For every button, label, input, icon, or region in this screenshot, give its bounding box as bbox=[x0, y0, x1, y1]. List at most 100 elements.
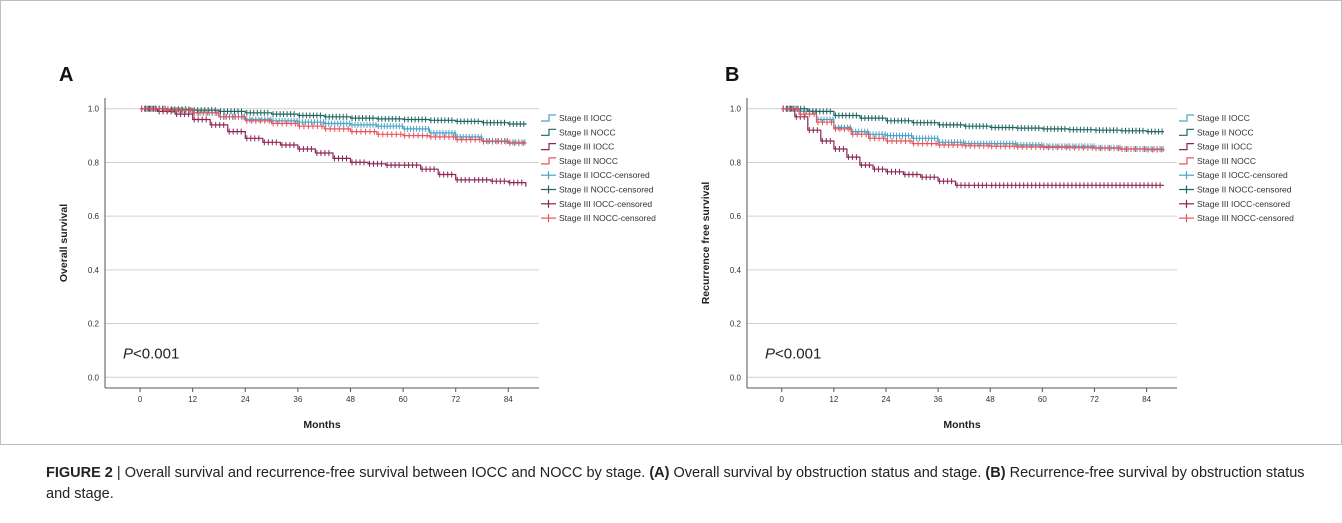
series-line bbox=[140, 108, 527, 125]
caption-text-3: Recurrence-free survival by obstruction … bbox=[46, 465, 1305, 502]
legend-step-symbol bbox=[1179, 114, 1194, 122]
legend-item: Stage II IOCC bbox=[541, 113, 612, 123]
legend-item: Stage II NOCC bbox=[1179, 127, 1254, 137]
x-tick-label: 60 bbox=[1038, 395, 1047, 404]
panel-letter: A bbox=[59, 64, 73, 86]
y-tick-label: 1.0 bbox=[88, 105, 100, 114]
legend-label: Stage III NOCC bbox=[559, 156, 618, 166]
y-tick-label: 0.6 bbox=[730, 212, 742, 221]
y-axis-label: Recurrence free survival bbox=[700, 182, 712, 305]
legend-step-symbol bbox=[1179, 128, 1194, 136]
y-axis-label: Overall survival bbox=[58, 204, 70, 282]
censor-marks bbox=[141, 105, 524, 147]
x-tick-label: 0 bbox=[780, 395, 785, 404]
legend-label: Stage II IOCC-censored bbox=[1197, 170, 1288, 180]
legend-step-symbol bbox=[541, 114, 556, 122]
legend-label: Stage III IOCC-censored bbox=[559, 199, 652, 209]
legend-step-symbol bbox=[541, 143, 556, 151]
legend-label: Stage III NOCC bbox=[1197, 156, 1256, 166]
legend-step-symbol bbox=[541, 128, 556, 136]
p-value-symbol: P bbox=[123, 345, 133, 362]
caption-text-1: Overall survival and recurrence-free sur… bbox=[124, 465, 650, 481]
legend-label: Stage III NOCC-censored bbox=[1197, 213, 1294, 223]
legend-label: Stage II NOCC-censored bbox=[1197, 185, 1292, 195]
legend-item: Stage III NOCC bbox=[1179, 156, 1256, 166]
figure-caption: FIGURE 2 | Overall survival and recurren… bbox=[46, 463, 1316, 505]
x-tick-label: 48 bbox=[986, 395, 995, 404]
y-tick-label: 0.8 bbox=[730, 158, 742, 167]
y-tick-label: 0.0 bbox=[730, 373, 742, 382]
legend-label: Stage III NOCC-censored bbox=[559, 213, 656, 223]
legend-item: Stage II IOCC-censored bbox=[1179, 170, 1288, 180]
legend: Stage II IOCC Stage II NOCC Stage III IOCC… bbox=[541, 113, 656, 223]
figure-frame: A 0.0 0.2 0.4 0.6 0.8 1.0 0 12 24 36 48 60 72 84 Months… bbox=[0, 0, 1342, 445]
series-line bbox=[781, 108, 1164, 133]
legend-item: Stage II IOCC bbox=[1179, 113, 1250, 123]
censor-marks bbox=[141, 105, 523, 186]
chart-panel-a: A 0.0 0.2 0.4 0.6 0.8 1.0 0 12 24 36 48 60 72 84 Months… bbox=[58, 64, 656, 431]
y-tick-label: 0.8 bbox=[88, 158, 100, 167]
y-tick-label: 0.4 bbox=[88, 266, 100, 275]
x-axis-label: Months bbox=[943, 419, 980, 431]
y-tick-label: 0.2 bbox=[730, 320, 742, 329]
figure-label: FIGURE 2 bbox=[46, 465, 113, 481]
series-line bbox=[781, 108, 1164, 186]
p-value-annotation: P<0.001 bbox=[123, 345, 179, 362]
legend-label: Stage II NOCC-censored bbox=[559, 185, 654, 195]
figure-canvas: A 0.0 0.2 0.4 0.6 0.8 1.0 0 12 24 36 48 60 72 84 Months… bbox=[58, 64, 1294, 431]
censor-marks bbox=[782, 105, 1161, 189]
legend-label: Stage II NOCC bbox=[559, 127, 616, 137]
series-line bbox=[140, 108, 526, 143]
chart-panel-b: B 0.0 0.2 0.4 0.6 0.8 1.0 0 12 24 36 48 60 72 84 Months… bbox=[700, 64, 1294, 431]
series-line bbox=[140, 108, 527, 144]
censor-marks bbox=[141, 105, 525, 127]
y-tick-label: 0.0 bbox=[88, 373, 100, 382]
series-line bbox=[781, 108, 1165, 151]
legend-item: Stage II IOCC-censored bbox=[541, 170, 650, 180]
legend-item: Stage II NOCC-censored bbox=[1179, 185, 1292, 195]
legend-label: Stage III IOCC bbox=[559, 142, 614, 152]
legend-item: Stage III IOCC-censored bbox=[1179, 199, 1290, 209]
x-tick-label: 72 bbox=[1090, 395, 1099, 404]
legend-label: Stage II IOCC bbox=[1197, 113, 1250, 123]
legend-step-symbol bbox=[1179, 157, 1194, 165]
x-tick-label: 60 bbox=[399, 395, 408, 404]
x-tick-label: 12 bbox=[188, 395, 197, 404]
caption-text-2: Overall survival by obstruction status a… bbox=[669, 465, 986, 481]
y-tick-label: 1.0 bbox=[730, 105, 742, 114]
censor-marks bbox=[782, 105, 1163, 153]
legend-item: Stage II NOCC bbox=[541, 127, 616, 137]
legend-label: Stage II NOCC bbox=[1197, 127, 1254, 137]
legend-item: Stage III IOCC bbox=[541, 142, 614, 152]
legend-step-symbol bbox=[1179, 143, 1194, 151]
p-value-annotation: P<0.001 bbox=[765, 345, 821, 362]
series-line bbox=[140, 108, 527, 187]
x-tick-label: 48 bbox=[346, 395, 355, 404]
legend-item: Stage III NOCC bbox=[541, 156, 618, 166]
legend-item: Stage II NOCC-censored bbox=[541, 185, 654, 195]
legend-item: Stage III IOCC-censored bbox=[541, 199, 652, 209]
p-value-text: <0.001 bbox=[775, 345, 821, 362]
x-tick-label: 24 bbox=[241, 395, 250, 404]
x-tick-label: 72 bbox=[451, 395, 460, 404]
legend-item: Stage III NOCC-censored bbox=[541, 213, 656, 223]
caption-label-a: (A) bbox=[649, 465, 670, 481]
p-value-text: <0.001 bbox=[133, 345, 179, 362]
legend-label: Stage II IOCC bbox=[559, 113, 612, 123]
legend-label: Stage II IOCC-censored bbox=[559, 170, 650, 180]
x-tick-label: 36 bbox=[293, 395, 302, 404]
x-tick-label: 0 bbox=[138, 395, 143, 404]
y-tick-label: 0.6 bbox=[88, 212, 100, 221]
x-tick-label: 12 bbox=[829, 395, 838, 404]
x-tick-label: 84 bbox=[504, 395, 513, 404]
legend-label: Stage III IOCC-censored bbox=[1197, 199, 1290, 209]
legend-item: Stage III NOCC-censored bbox=[1179, 213, 1294, 223]
panel-letter: B bbox=[725, 64, 739, 86]
legend-label: Stage III IOCC bbox=[1197, 142, 1252, 152]
x-tick-label: 36 bbox=[934, 395, 943, 404]
caption-separator: | bbox=[112, 465, 125, 481]
x-tick-label: 84 bbox=[1142, 395, 1151, 404]
x-tick-label: 24 bbox=[882, 395, 891, 404]
x-axis-label: Months bbox=[303, 419, 340, 431]
legend-item: Stage III IOCC bbox=[1179, 142, 1252, 152]
